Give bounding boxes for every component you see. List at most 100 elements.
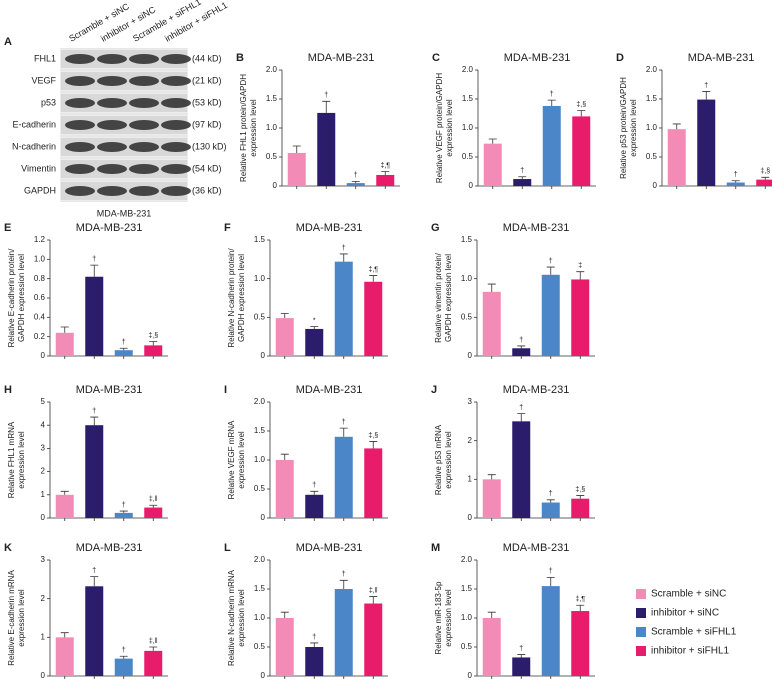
- panel-letter: M: [431, 542, 440, 554]
- significance-label: ‡,§: [575, 486, 585, 493]
- y-tick-label: 0: [468, 671, 473, 680]
- legend-label: Scramble + siFHL1: [651, 627, 737, 638]
- y-tick-label: 0.5: [254, 642, 266, 651]
- significance-label: †: [324, 92, 328, 99]
- y-tick-label: 1.2: [34, 235, 46, 244]
- chart-title: MDA-MB-231: [688, 52, 755, 64]
- chart-title: MDA-MB-231: [504, 52, 571, 64]
- y-tick-label: 4: [41, 420, 46, 429]
- y-tick-label: 0.5: [646, 152, 658, 161]
- size-label: (54 kD): [192, 163, 222, 173]
- error-bar: [280, 313, 289, 319]
- significance-label: †: [122, 339, 126, 346]
- significance-label: †: [549, 258, 553, 265]
- blot-band: [161, 120, 191, 130]
- blot-band: [129, 98, 159, 108]
- blot-band: [97, 186, 127, 196]
- error-bar: [280, 611, 289, 618]
- bar: [144, 345, 163, 356]
- y-tick-label: 1.5: [461, 235, 473, 244]
- panel-letter: B: [236, 52, 244, 64]
- protein-label: GAPDH: [24, 185, 56, 195]
- error-bar: [672, 123, 681, 130]
- blot-band: [129, 120, 159, 130]
- significance-label: †: [122, 647, 126, 654]
- error-bar: [322, 100, 331, 113]
- significance-label: †: [92, 567, 96, 574]
- y-axis-label: Relative N-cadherin protein/: [227, 248, 236, 348]
- error-bar: [488, 138, 497, 144]
- y-tick-label: 0.5: [462, 152, 474, 161]
- significance-label: ‡: [578, 263, 582, 270]
- blot-band: [97, 164, 127, 174]
- bar: [571, 279, 590, 356]
- chart-title: MDA-MB-231: [503, 542, 570, 554]
- y-tick-label: 3: [41, 444, 46, 453]
- error-bar: [60, 632, 69, 638]
- y-tick-label: 2: [468, 436, 473, 445]
- y-axis-label: expression level: [249, 99, 258, 157]
- bar: [85, 586, 104, 676]
- blot-band: [97, 142, 127, 152]
- error-bar: [546, 499, 555, 503]
- bar: [305, 494, 324, 518]
- chart-title: MDA-MB-231: [503, 384, 570, 396]
- chart-title: MDA-MB-231: [76, 384, 143, 396]
- chart-title: MDA-MB-231: [296, 542, 363, 554]
- y-tick-label: 2.0: [254, 397, 266, 406]
- y-tick-label: 0.5: [254, 484, 266, 493]
- y-axis-label: Relative p53 protein/GAPDH: [619, 77, 628, 179]
- chart-title: MDA-MB-231: [76, 222, 143, 234]
- bar: [114, 350, 133, 356]
- y-tick-label: 0.4: [34, 312, 46, 321]
- significance-label: ‡,‖: [149, 638, 158, 645]
- bar: [334, 436, 353, 518]
- error-bar: [339, 427, 348, 437]
- y-tick-label: 1.0: [461, 613, 473, 622]
- significance-label: †: [312, 482, 316, 489]
- error-bar: [731, 180, 740, 183]
- size-label: (130 kD): [192, 141, 227, 151]
- bar: [541, 502, 560, 518]
- error-bar: [369, 441, 378, 449]
- legend-swatch: [636, 608, 646, 618]
- bar: [334, 261, 353, 356]
- y-tick-label: 1.5: [646, 94, 658, 103]
- error-bar: [577, 110, 586, 117]
- panel-letter: E: [4, 222, 11, 234]
- significance-label: †: [549, 491, 553, 498]
- chart-title: MDA-MB-231: [308, 52, 375, 64]
- y-tick-label: 2.0: [254, 555, 266, 564]
- y-tick-label: 0: [653, 181, 658, 190]
- error-bar: [60, 490, 69, 495]
- y-tick-label: 0.5: [266, 152, 278, 161]
- significance-label: †: [342, 245, 346, 252]
- significance-label: ‡,‖: [149, 496, 158, 503]
- significance-label: *: [313, 317, 316, 324]
- legend-label: inhibitor + siFHL1: [651, 646, 730, 657]
- y-tick-label: 1.0: [462, 123, 474, 132]
- blot-band: [161, 98, 191, 108]
- significance-label: †: [519, 404, 523, 411]
- protein-label: Vimentin: [21, 163, 56, 173]
- blot-band: [65, 164, 95, 174]
- y-tick-label: 1: [468, 474, 473, 483]
- y-axis-label: Relative FHL1 protein/GAPDH: [239, 74, 248, 182]
- y-axis-label: GAPDH expression level: [444, 254, 453, 342]
- bar: [275, 460, 294, 518]
- bar: [513, 179, 532, 186]
- bar: [144, 650, 163, 676]
- y-tick-label: 0.6: [34, 293, 46, 302]
- y-axis-label: Relative FHL1 mRNA: [7, 421, 16, 498]
- error-bar: [576, 604, 585, 612]
- size-label: (21 kD): [192, 75, 222, 85]
- y-tick-label: 0.5: [254, 312, 266, 321]
- bar: [346, 183, 365, 186]
- bar: [483, 143, 502, 186]
- bar: [482, 618, 501, 676]
- protein-label: p53: [41, 97, 56, 107]
- legend-swatch: [636, 646, 646, 656]
- y-axis-label: expression level: [445, 99, 454, 157]
- y-tick-label: 1.0: [266, 123, 278, 132]
